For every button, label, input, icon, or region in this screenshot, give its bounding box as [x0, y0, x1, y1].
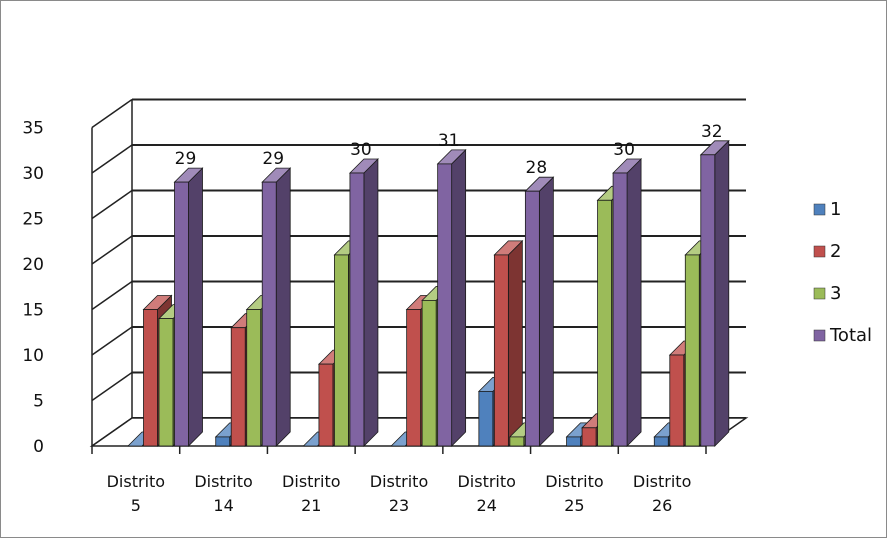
- y-tick-label: 35: [22, 119, 44, 139]
- y-tick-label: 15: [22, 301, 44, 321]
- data-label: 32: [701, 122, 723, 142]
- x-category-label: 26: [652, 496, 672, 515]
- bar-3-5: [158, 318, 174, 447]
- bar-3-14: [246, 309, 262, 447]
- gridline-depth: [91, 98, 133, 129]
- bar-side: [538, 176, 554, 447]
- x-category-label: Distrito: [107, 472, 165, 491]
- x-category-label: 23: [389, 496, 409, 515]
- bar-2-24: [493, 254, 509, 447]
- legend-swatch-2: [813, 245, 826, 258]
- data-label: 28: [526, 158, 548, 178]
- x-category-label: Distrito: [457, 472, 515, 491]
- x-category-label: 25: [564, 496, 584, 515]
- y-tick-label: 10: [22, 346, 44, 366]
- bar-2-14: [230, 327, 246, 447]
- x-category-label: 24: [477, 496, 497, 515]
- data-label: 29: [175, 149, 197, 169]
- legend-swatch-total: [813, 329, 826, 342]
- gridline-depth: [91, 235, 133, 265]
- legend-label-1: 1: [830, 199, 841, 220]
- x-category-label: Distrito: [633, 472, 691, 491]
- gridline-depth: [91, 280, 133, 311]
- bar-total-21: [349, 172, 365, 447]
- bar-total-5: [174, 181, 189, 447]
- bar-side: [714, 139, 730, 447]
- data-label: 30: [350, 140, 372, 160]
- data-label: 30: [613, 140, 635, 160]
- bar-total-24: [524, 190, 540, 447]
- y-tick-label: 5: [33, 392, 44, 412]
- bar-side: [275, 167, 291, 447]
- bar-1-26: [653, 436, 669, 447]
- bar-1-24: [478, 390, 494, 447]
- legend-label-3: 3: [830, 283, 841, 304]
- y-tick-label: 30: [22, 164, 44, 184]
- bar-side: [626, 158, 642, 447]
- x-category-label: Distrito: [194, 472, 252, 491]
- gridline-depth: [91, 326, 133, 356]
- y-tick-label: 0: [33, 437, 44, 457]
- y-tick-label: 20: [22, 255, 44, 275]
- bar-2-21: [318, 363, 334, 447]
- legend-label-total: Total: [829, 325, 872, 346]
- bar-3-24: [509, 436, 525, 447]
- legend-label-2: 2: [830, 241, 841, 262]
- data-label: 29: [262, 149, 284, 169]
- bar-2-26: [669, 354, 685, 447]
- bar-side: [507, 239, 523, 447]
- gridline-depth: [91, 189, 133, 220]
- bar-3-23: [421, 299, 437, 447]
- x-category-label: Distrito: [282, 472, 340, 491]
- bar-total-14: [261, 181, 277, 447]
- bar-total-25: [612, 172, 628, 447]
- bar-3-26: [684, 254, 700, 447]
- legend-swatch-1: [813, 203, 826, 216]
- bar-total-23: [437, 163, 453, 447]
- x-category-label: Distrito: [370, 472, 428, 491]
- bar-side: [188, 167, 203, 447]
- bar-3-25: [597, 199, 612, 447]
- bar-1-25: [566, 436, 581, 447]
- bar-2-23: [406, 309, 422, 447]
- x-category-label: 14: [213, 496, 233, 515]
- bar-3-21: [334, 254, 349, 447]
- bar-side: [451, 148, 467, 447]
- gridline-depth: [91, 144, 133, 174]
- x-category-label: 21: [301, 496, 321, 515]
- x-category-label: Distrito: [545, 472, 603, 491]
- x-category-label: 5: [131, 496, 141, 515]
- bar-2-25: [581, 427, 597, 447]
- bar-1-14: [215, 436, 231, 447]
- data-label: 31: [438, 131, 460, 151]
- legend-swatch-3: [813, 287, 826, 300]
- bar-side: [363, 158, 379, 447]
- bar-total-26: [700, 154, 716, 447]
- bar-2-5: [143, 309, 158, 447]
- gridline-depth: [91, 371, 133, 402]
- y-tick-label: 25: [22, 210, 44, 230]
